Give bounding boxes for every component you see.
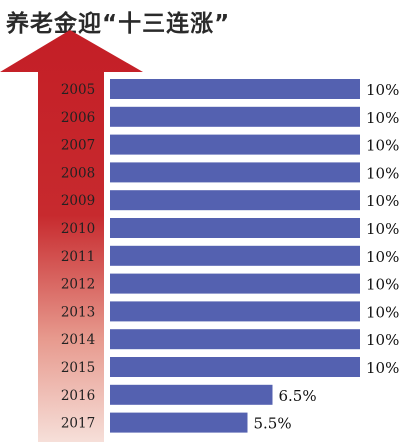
year-label: 2005 [61, 82, 95, 98]
value-label: 10% [366, 109, 399, 127]
bar [110, 134, 360, 155]
chart-title: 养老金迎“十三连涨” [6, 11, 231, 37]
value-label: 6.5% [279, 387, 317, 405]
value-label: 10% [366, 164, 399, 182]
growth-arrow [0, 30, 143, 442]
bar [110, 162, 360, 183]
bar [110, 329, 360, 350]
bar [110, 273, 360, 294]
bar [110, 301, 360, 322]
year-label: 2007 [61, 138, 95, 154]
year-label: 2010 [61, 221, 95, 237]
value-label: 10% [366, 137, 399, 155]
bar [110, 190, 360, 211]
value-label: 10% [366, 359, 399, 377]
year-label: 2015 [61, 360, 95, 376]
value-label: 10% [366, 303, 399, 321]
value-label: 10% [366, 331, 399, 349]
year-label: 2006 [61, 110, 95, 126]
year-label: 2011 [61, 249, 95, 265]
year-label: 2013 [61, 304, 95, 320]
year-label: 2008 [61, 165, 95, 181]
value-label: 10% [366, 276, 399, 294]
bar [110, 357, 360, 377]
bar [110, 218, 360, 238]
value-label: 10% [366, 81, 399, 99]
bar [110, 245, 360, 266]
bar [110, 412, 248, 433]
year-label: 2014 [61, 332, 95, 348]
value-label: 5.5% [254, 415, 292, 433]
bar [110, 79, 360, 99]
year-label: 2009 [61, 193, 95, 209]
value-label: 10% [366, 248, 399, 266]
year-label: 2017 [61, 416, 95, 432]
year-label: 2012 [61, 277, 95, 293]
bar [110, 384, 273, 405]
bar [110, 106, 360, 127]
value-label: 10% [366, 192, 399, 210]
value-label: 10% [366, 220, 399, 238]
year-label: 2016 [61, 388, 95, 404]
